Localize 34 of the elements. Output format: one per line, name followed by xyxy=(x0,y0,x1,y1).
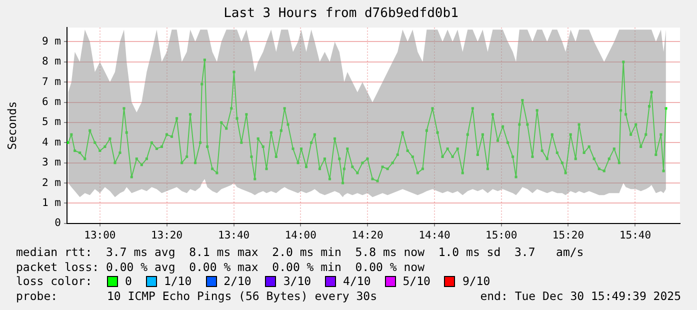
y-tick-label: 3 m xyxy=(42,156,61,169)
y-tick-label: 5 m xyxy=(42,116,61,128)
legend-title: loss color: xyxy=(16,274,94,288)
x-tick-label: 15:40 xyxy=(619,229,652,242)
x-tick-label: 13:20 xyxy=(150,229,183,242)
chart-title: Last 3 Hours from d76b9edfd0b1 xyxy=(224,6,458,22)
legend-label: 1/10 xyxy=(164,274,192,288)
y-tick-label: 8 m xyxy=(42,56,61,68)
legend-label: 2/10 xyxy=(224,274,252,288)
x-tick-label: 15:00 xyxy=(486,229,518,242)
legend-label: 5/10 xyxy=(402,274,430,288)
x-tick-label: 15:20 xyxy=(552,229,584,242)
y-tick-label: 2 m xyxy=(42,176,61,189)
y-tick-label: 6 m xyxy=(42,96,61,108)
text: probe: xyxy=(16,288,59,303)
text: end: Tue Dec 30 15:49:39 2025 xyxy=(480,288,681,303)
x-tick-label: 13:00 xyxy=(84,229,116,242)
legend-label: 0 xyxy=(125,274,132,288)
text: packet loss: 0.00 % avg 0.00 % max 0.00 % min 0.00 % now xyxy=(16,260,426,274)
legend-label: 9/10 xyxy=(462,274,490,288)
x-tick-label: 14:40 xyxy=(418,229,450,242)
y-axis-title: Seconds xyxy=(4,101,19,150)
x-tick-label: 14:00 xyxy=(284,229,316,242)
x-tick-label: 13:40 xyxy=(218,229,250,242)
legend-label: 4/10 xyxy=(343,274,371,288)
text: 10 ICMP Echo Pings (56 Bytes) every 30s xyxy=(107,288,378,303)
y-tick-label: 7 m xyxy=(42,76,61,88)
y-tick-label: 0 xyxy=(54,217,61,230)
x-tick-label: 14:20 xyxy=(352,229,384,242)
y-tick-label: 4 m xyxy=(42,136,61,148)
y-tick-label: 1 m xyxy=(42,196,61,209)
legend-label: 3/10 xyxy=(283,274,312,288)
text: median rtt: 3.7 ms avg 8.1 ms max 2.0 ms min 5.8 ms now 1.0 ms sd 3.7 am/s xyxy=(16,245,585,260)
y-tick-label: 9 m xyxy=(42,35,61,48)
